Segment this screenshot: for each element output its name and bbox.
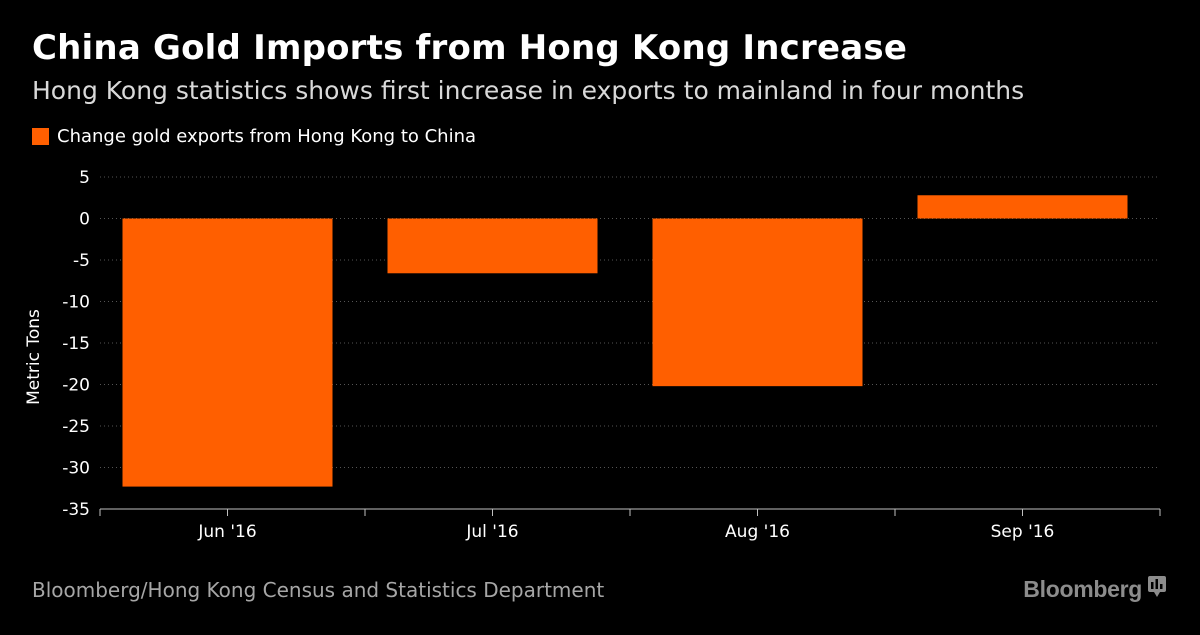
y-tick-labels: 5 0 -5 -10 -15 -20 -25 -30 -35 [62, 168, 90, 520]
y-tick-label: -20 [62, 376, 90, 396]
bloomberg-logo: Bloomberg [1023, 574, 1166, 604]
x-tick-label: Aug '16 [725, 522, 790, 542]
y-tick-label: -30 [62, 459, 90, 479]
bar-jun-16 [122, 218, 333, 487]
legend-swatch [32, 127, 49, 145]
bar-jul-16 [387, 218, 598, 274]
bar-sep-16 [917, 195, 1128, 219]
y-tick-label: -35 [62, 500, 90, 520]
x-tick-label: Jun '16 [197, 522, 256, 542]
bloomberg-chart-icon [1148, 576, 1166, 602]
chart-subtitle: Hong Kong statistics shows first increas… [32, 76, 1025, 105]
legend-label: Change gold exports from Hong Kong to Ch… [57, 125, 477, 147]
y-axis-label: Metric Tons [24, 309, 44, 405]
x-tick-labels: Jun '16 Jul '16 Aug '16 Sep '16 [197, 522, 1054, 542]
y-tick-label: 0 [79, 210, 90, 230]
y-tick-label: 5 [79, 168, 90, 188]
source-note: Bloomberg/Hong Kong Census and Statistic… [32, 578, 605, 602]
bars-layer [122, 195, 1128, 487]
axis-layer [99, 508, 1161, 516]
chart-title: China Gold Imports from Hong Kong Increa… [32, 28, 908, 68]
y-tick-label: -25 [62, 417, 90, 437]
brand-name: Bloomberg [1023, 575, 1142, 602]
x-tick-label: Jul '16 [465, 522, 518, 542]
y-tick-label: -15 [62, 334, 90, 354]
y-tick-label: -10 [62, 293, 90, 313]
x-tick-label: Sep '16 [991, 522, 1055, 542]
bar-aug-16 [652, 218, 863, 387]
legend: Change gold exports from Hong Kong to Ch… [32, 124, 476, 148]
y-tick-label: -5 [73, 251, 90, 271]
